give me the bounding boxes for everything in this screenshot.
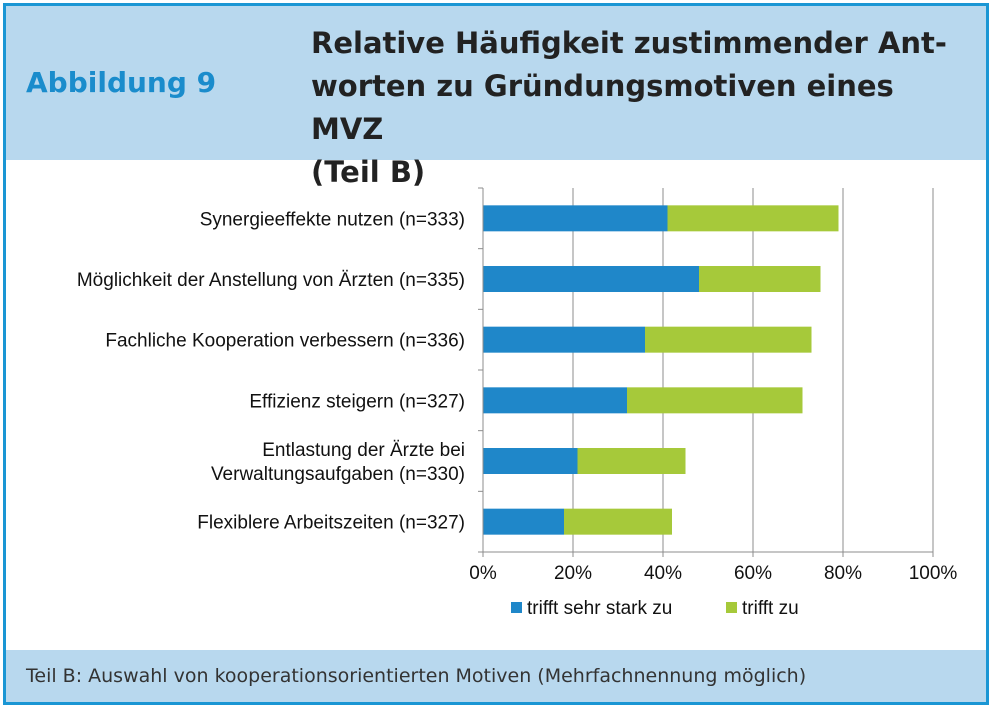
bar-trifft-zu	[645, 326, 812, 353]
bar-trifft-zu	[627, 387, 803, 414]
legend-swatch-trifft-zu	[726, 602, 737, 613]
figure-header: Abbildung 9 Relative Häufigkeit zustimme…	[6, 6, 986, 189]
legend-label: trifft sehr stark zu	[527, 598, 672, 619]
figure-title-line: Relative Häufigkeit zustimmender Ant-	[311, 26, 947, 60]
figure-title-line: (Teil B)	[311, 155, 426, 189]
bar-trifft-sehr-stark-zu	[483, 326, 645, 353]
x-tick-label: 20%	[554, 563, 592, 584]
bar-trifft-sehr-stark-zu	[483, 387, 627, 414]
category-label: Flexiblere Arbeitszeiten (n=327)	[197, 513, 465, 534]
bar-trifft-zu	[564, 508, 672, 535]
legend-label: trifft zu	[742, 598, 799, 619]
bar-trifft-zu	[667, 205, 839, 232]
figure-title: Relative Häufigkeit zustimmender Ant- wo…	[311, 22, 971, 194]
category-label: Verwaltungsaufgaben (n=330)	[211, 464, 465, 485]
category-label: Fachliche Kooperation verbessern (n=336)	[105, 331, 465, 352]
x-tick-label: 60%	[734, 563, 772, 584]
bar-trifft-sehr-stark-zu	[483, 266, 699, 292]
category-label: Effizienz steigern (n=327)	[249, 391, 465, 412]
x-tick-label: 0%	[469, 563, 497, 584]
bar-trifft-zu	[577, 448, 686, 474]
figure-title-line: worten zu Gründungsmotiven eines MVZ	[311, 69, 894, 146]
x-tick-label: 100%	[909, 563, 958, 584]
bar-trifft-sehr-stark-zu	[483, 205, 668, 232]
figure-label: Abbildung 9	[26, 66, 217, 99]
category-label: Synergieeffekte nutzen (n=333)	[200, 209, 465, 230]
bar-trifft-sehr-stark-zu	[483, 508, 564, 535]
bar-trifft-sehr-stark-zu	[483, 448, 578, 474]
stacked-bar-chart: Synergieeffekte nutzen (n=333) Möglichkei…	[77, 187, 958, 619]
category-label: Möglichkeit der Anstellung von Ärzten (n…	[77, 270, 465, 291]
bar-trifft-zu	[699, 266, 821, 292]
figure-caption: Teil B: Auswahl von kooperationsorientie…	[26, 665, 807, 687]
x-tick-label: 80%	[824, 563, 862, 584]
legend-swatch-trifft-sehr-stark-zu	[511, 602, 522, 613]
figure-footer: Teil B: Auswahl von kooperationsorientie…	[6, 650, 986, 702]
figure-frame: Abbildung 9 Relative Häufigkeit zustimme…	[3, 3, 989, 705]
category-label: Entlastung der Ärzte bei	[262, 440, 465, 461]
x-tick-label: 40%	[644, 563, 682, 584]
